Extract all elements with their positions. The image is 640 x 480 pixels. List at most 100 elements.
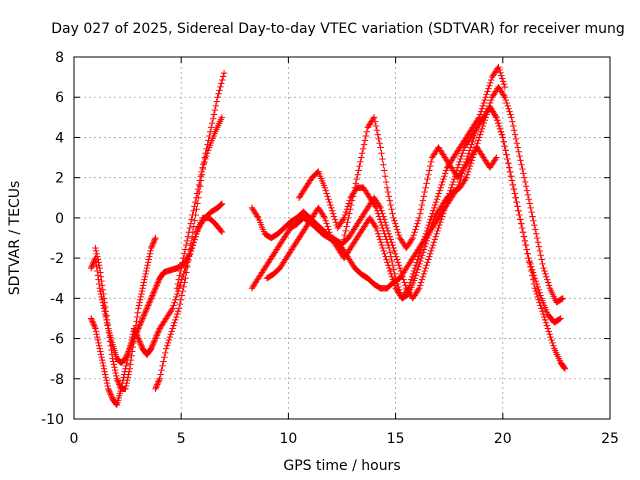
data-point (431, 236, 439, 243)
data-point (137, 293, 144, 301)
data-point (515, 148, 522, 156)
data-point (152, 384, 160, 391)
data-point (199, 164, 206, 171)
data-point (173, 285, 181, 292)
data-point (396, 286, 403, 293)
data-point (140, 282, 147, 289)
data-point (523, 187, 531, 194)
data-point (155, 328, 162, 335)
data-point (109, 355, 116, 362)
data-point (424, 259, 431, 266)
data-point (98, 356, 106, 364)
data-point (147, 244, 155, 252)
data-point (110, 358, 117, 365)
data-point (122, 354, 130, 361)
data-point (104, 382, 111, 390)
data-point (329, 210, 337, 217)
data-point (189, 211, 196, 219)
data-point (349, 193, 357, 200)
data-point (146, 299, 153, 306)
data-point (151, 287, 158, 295)
data-point (92, 325, 99, 332)
data-point (483, 91, 490, 98)
data-point (468, 141, 475, 148)
data-point (102, 371, 109, 378)
data-point (124, 374, 132, 381)
data-point (147, 345, 155, 352)
data-point (356, 162, 363, 170)
data-point (164, 339, 172, 347)
data-point (524, 250, 531, 258)
data-point (378, 221, 386, 229)
data-point (132, 332, 139, 339)
data-point (533, 280, 540, 288)
data-point (516, 152, 523, 160)
data-point (373, 204, 380, 212)
data-point (172, 296, 179, 303)
data-point (169, 325, 176, 332)
data-point (177, 267, 184, 275)
data-point (487, 99, 494, 107)
data-point (211, 106, 219, 114)
data-point (526, 257, 533, 265)
data-point (539, 260, 546, 268)
data-point (382, 253, 389, 260)
data-point (520, 233, 528, 240)
data-point (495, 63, 502, 71)
data-point (480, 99, 488, 107)
data-point (373, 224, 380, 232)
data-point (149, 290, 157, 298)
data-point (426, 253, 433, 260)
data-point (433, 230, 440, 237)
data-point (200, 161, 207, 168)
data-point (481, 117, 488, 124)
data-point (422, 240, 430, 247)
data-point (154, 381, 161, 388)
data-point (476, 131, 484, 138)
data-point (418, 276, 426, 283)
data-point (147, 295, 155, 302)
data-point (122, 355, 129, 362)
data-point (113, 400, 120, 408)
data-point (530, 217, 537, 224)
data-point (100, 365, 108, 372)
data-point (420, 193, 427, 200)
data-point (154, 379, 162, 387)
data-point (254, 213, 261, 220)
data-point (141, 310, 148, 318)
data-point (424, 175, 431, 183)
data-point (184, 233, 192, 240)
series-1 (87, 200, 226, 409)
data-point (179, 287, 186, 295)
data-point (476, 111, 484, 118)
data-point (218, 80, 225, 87)
data-point (544, 325, 552, 332)
data-point (531, 275, 539, 282)
data-point (170, 302, 177, 309)
data-point (116, 381, 123, 388)
data-point (530, 272, 538, 279)
data-point (343, 223, 350, 230)
data-point (524, 191, 532, 199)
data-point (426, 229, 433, 236)
data-point (516, 211, 523, 219)
data-point (104, 320, 111, 328)
chart-title: Day 027 of 2025, Sidereal Day-to-day VTE… (51, 21, 625, 37)
data-point (487, 96, 495, 104)
data-point (105, 325, 112, 332)
data-point (384, 188, 392, 196)
data-point (502, 147, 509, 154)
data-point (455, 161, 462, 168)
data-point (535, 243, 543, 250)
data-point (448, 184, 455, 191)
data-point (93, 331, 100, 338)
data-point (486, 102, 493, 110)
data-point (163, 342, 171, 349)
x-tick-label: 20 (494, 431, 512, 447)
data-point (494, 117, 501, 124)
data-point (107, 342, 114, 349)
data-point (342, 227, 349, 235)
data-point (361, 137, 369, 144)
data-point (378, 150, 385, 157)
data-point (353, 175, 360, 183)
